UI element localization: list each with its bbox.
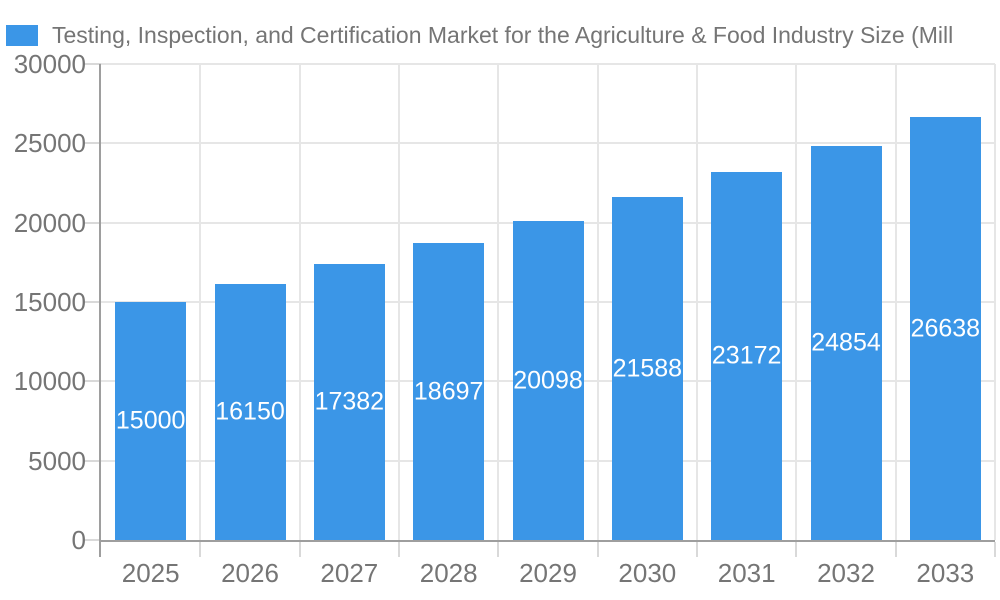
bar-value-label: 16150 xyxy=(215,397,285,426)
y-axis-label: 0 xyxy=(71,525,86,555)
bar-2027[interactable] xyxy=(313,264,385,540)
x-axis-label: 2032 xyxy=(817,558,875,588)
x-axis-label: 2027 xyxy=(320,558,379,588)
bar-2025[interactable] xyxy=(115,302,187,540)
x-axis-tick xyxy=(894,542,897,557)
x-axis-tick xyxy=(795,542,798,557)
x-gridline xyxy=(497,64,500,540)
y-axis-label: 30000 xyxy=(13,49,86,79)
y-axis-label: 5000 xyxy=(28,445,86,476)
x-axis-tick xyxy=(994,542,996,557)
bar-2028[interactable] xyxy=(413,243,485,540)
bar-2032[interactable] xyxy=(810,145,882,540)
x-axis-tick xyxy=(696,542,698,557)
bar-value-label: 20098 xyxy=(513,366,583,395)
y-axis-label: 20000 xyxy=(13,207,86,238)
x-axis-label: 2031 xyxy=(717,558,776,588)
x-axis-label: 2025 xyxy=(121,558,180,588)
x-axis-label: 2033 xyxy=(916,558,975,588)
bar-value-label: 21588 xyxy=(612,354,683,383)
legend-swatch-icon xyxy=(6,24,38,46)
bar-2033[interactable] xyxy=(909,117,981,540)
y-axis-tick xyxy=(83,63,101,65)
x-axis-tick xyxy=(298,542,301,557)
x-gridline xyxy=(894,64,897,540)
x-gridline xyxy=(795,64,798,540)
x-axis-line xyxy=(99,540,995,542)
y-axis-label: 10000 xyxy=(13,366,86,397)
x-axis-tick xyxy=(398,542,400,557)
y-axis-tick xyxy=(83,539,101,541)
bar-value-label: 15000 xyxy=(115,406,186,435)
y-axis-tick xyxy=(83,459,101,462)
bar-value-label: 18697 xyxy=(413,377,484,406)
y-axis-tick xyxy=(83,142,101,145)
bar-2031[interactable] xyxy=(711,172,783,540)
bar-value-label: 17382 xyxy=(314,387,385,416)
y-axis-tick xyxy=(83,380,101,383)
x-gridline xyxy=(298,64,301,540)
legend: Testing, Inspection, and Certification M… xyxy=(6,22,953,48)
x-axis-label: 2030 xyxy=(618,558,677,588)
y-axis-tick xyxy=(83,221,101,224)
bar-2026[interactable] xyxy=(214,283,286,540)
x-gridline xyxy=(696,64,698,540)
y-axis-label: 25000 xyxy=(13,128,86,159)
y-gridline xyxy=(101,142,995,145)
x-gridline xyxy=(994,64,996,540)
x-axis-label: 2028 xyxy=(419,558,478,588)
x-axis-label: 2029 xyxy=(519,558,577,588)
bar-2029[interactable] xyxy=(512,221,584,540)
y-axis-tick xyxy=(83,301,101,303)
x-gridline xyxy=(398,64,400,540)
x-axis-tick xyxy=(497,542,500,557)
y-axis-label: 15000 xyxy=(13,287,86,317)
y-axis-line xyxy=(99,64,101,557)
x-axis-label: 2026 xyxy=(221,558,279,588)
chart-title: Testing, Inspection, and Certification M… xyxy=(52,21,954,48)
y-gridline xyxy=(101,63,995,65)
bar-2030[interactable] xyxy=(611,197,683,540)
x-gridline xyxy=(596,64,599,540)
bar-value-label: 24854 xyxy=(811,328,881,357)
bar-value-label: 26638 xyxy=(910,314,981,343)
x-axis-tick xyxy=(199,542,202,557)
bar-value-label: 23172 xyxy=(711,341,782,370)
x-axis-tick xyxy=(596,542,599,557)
x-gridline xyxy=(199,64,202,540)
